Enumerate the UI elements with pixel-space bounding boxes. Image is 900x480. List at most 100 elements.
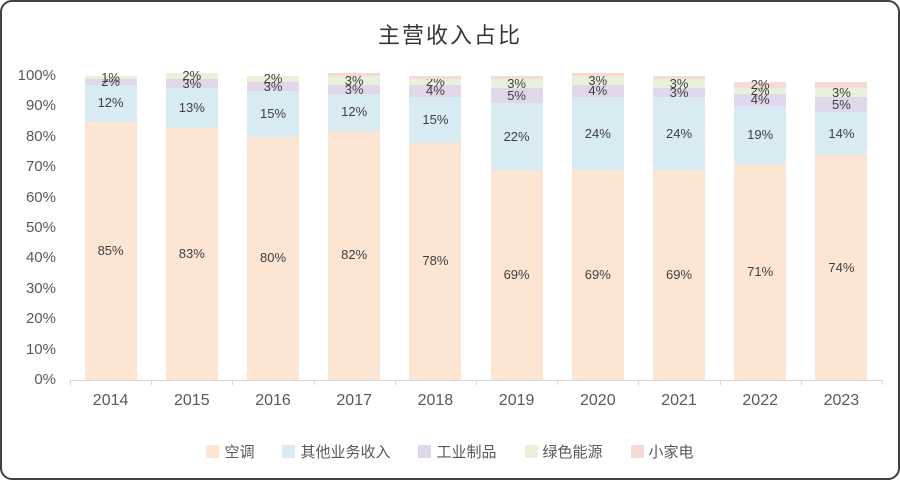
x-axis-tick xyxy=(882,380,883,385)
bar-segment-2019-s3 xyxy=(490,79,543,89)
legend-item-3: 绿色能源 xyxy=(524,441,603,462)
x-axis-tick xyxy=(557,380,559,385)
bar-segment-2018-s0 xyxy=(409,142,462,380)
legend-label: 空调 xyxy=(224,444,255,461)
data-label: 3% xyxy=(507,75,526,91)
bar-segment-2020-s0 xyxy=(571,170,624,380)
x-axis-tick xyxy=(394,380,396,385)
x-axis-tick xyxy=(313,380,315,385)
bar-segment-2014-s0 xyxy=(84,121,137,380)
bar-segment-2021-s4 xyxy=(653,76,705,80)
bar-segment-2018-s3 xyxy=(409,79,462,86)
data-label: 69% xyxy=(503,267,530,283)
legend-swatch-icon xyxy=(282,445,296,458)
data-label: 15% xyxy=(259,106,287,121)
data-label: 24% xyxy=(584,125,611,141)
bar-segment-2017-s0 xyxy=(328,130,381,380)
bar-segment-2017-s1 xyxy=(328,94,381,131)
y-axis-label: 40% xyxy=(25,249,56,267)
legend-label: 其他业务收入 xyxy=(300,444,391,461)
data-label: 14% xyxy=(828,125,855,141)
y-axis-label: 10% xyxy=(25,340,56,358)
bar-segment-2023-s3 xyxy=(815,88,868,98)
bar-segment-2023-s1 xyxy=(815,112,868,156)
x-axis-label: 2017 xyxy=(336,392,372,409)
x-axis-tick xyxy=(232,380,234,385)
bar-segment-2015-s1 xyxy=(165,88,218,128)
legend: 空调 其他业务收入 工业制品 绿色能源 小家电 xyxy=(2,441,898,462)
data-label: 80% xyxy=(259,250,287,266)
y-axis-label: 60% xyxy=(25,188,56,206)
bar-segment-2022-s3 xyxy=(734,88,787,95)
legend-item-4: 小家电 xyxy=(630,441,694,462)
bar-segment-2023-s2 xyxy=(815,97,868,113)
y-axis-label: 70% xyxy=(25,158,56,176)
bar-segment-2020-s3 xyxy=(571,76,624,86)
data-label: 1% xyxy=(101,69,120,85)
x-axis-label: 2016 xyxy=(255,392,291,409)
bar-segment-2021-s3 xyxy=(653,79,705,89)
data-label: 3% xyxy=(263,78,283,94)
legend-swatch-icon xyxy=(206,445,220,458)
data-label: 71% xyxy=(747,264,774,280)
data-label: 3% xyxy=(344,72,364,88)
data-label: 3% xyxy=(182,75,202,91)
bar-segment-2016-s0 xyxy=(247,136,299,380)
x-axis-label: 2022 xyxy=(742,392,778,409)
y-axis-label: 50% xyxy=(25,219,56,236)
bar-segment-2018-s1 xyxy=(409,97,462,143)
y-axis-label: 30% xyxy=(25,279,56,297)
bar-segment-2014-s3 xyxy=(84,76,137,80)
bar-segment-2015-s0 xyxy=(165,127,218,380)
data-label: 69% xyxy=(584,267,611,283)
x-axis-label: 2014 xyxy=(92,392,129,409)
plot-area: 85% 12% 2% 1% 83% 13% 3% 2% 80% 15% 3% 2% 82% 12% 3% 3%… xyxy=(70,69,883,385)
data-label: 5% xyxy=(507,87,526,103)
data-label: 2% xyxy=(750,77,770,93)
legend-item-2: 工业制品 xyxy=(418,441,497,462)
bar-segment-2019-s1 xyxy=(490,103,543,171)
data-label: 19% xyxy=(747,127,774,143)
bar-segment-2021-s2 xyxy=(653,88,705,98)
x-axis-label: 2023 xyxy=(823,392,860,409)
bar-segment-2023-s4 xyxy=(815,82,868,89)
bar-segment-2022-s4 xyxy=(734,82,787,89)
data-label: 22% xyxy=(503,128,530,144)
data-label: 2% xyxy=(182,68,202,83)
bar-segment-2022-s2 xyxy=(734,94,787,107)
x-axis-label: 2020 xyxy=(580,392,616,409)
legend-item-1: 其他业务收入 xyxy=(282,441,390,462)
legend-label: 工业制品 xyxy=(436,444,497,461)
bar-segment-2017-s2 xyxy=(328,85,381,95)
bar-segment-2022-s1 xyxy=(734,106,787,165)
data-label: 3% xyxy=(669,75,689,91)
data-label: 3% xyxy=(831,84,851,100)
chart-title: 主营收入占比 xyxy=(377,23,522,48)
y-axis-label: 90% xyxy=(25,97,56,115)
bar-segment-2020-s2 xyxy=(571,85,624,98)
bar-segment-2019-s4 xyxy=(490,76,543,80)
bar-segment-2021-s1 xyxy=(653,97,705,171)
data-label: 4% xyxy=(588,83,608,99)
y-axis-label: 80% xyxy=(25,127,56,145)
bar-segment-2019-s2 xyxy=(490,88,543,104)
x-axis-label: 2018 xyxy=(417,392,454,409)
bar-segment-2016-s1 xyxy=(247,91,299,137)
data-label: 69% xyxy=(665,267,693,283)
bar-segment-2017-s3 xyxy=(328,76,381,86)
bar-segment-2016-s2 xyxy=(247,82,299,92)
legend-item-0: 空调 xyxy=(206,441,254,462)
data-label: 5% xyxy=(831,96,851,112)
bar-segment-2020-s1 xyxy=(571,97,624,171)
data-label: 3% xyxy=(588,72,608,88)
data-label: 4% xyxy=(425,83,445,99)
bar-segment-2016-s3 xyxy=(247,76,299,83)
x-axis-tick xyxy=(70,380,71,385)
bar-segment-2017-s4 xyxy=(328,72,381,76)
bar-segment-2015-s2 xyxy=(165,79,218,89)
x-axis-tick xyxy=(151,380,153,385)
x-axis-label: 2015 xyxy=(174,392,210,409)
bar-segment-2022-s0 xyxy=(734,164,787,380)
legend-swatch-icon xyxy=(524,445,538,458)
x-axis-label: 2019 xyxy=(498,392,535,409)
